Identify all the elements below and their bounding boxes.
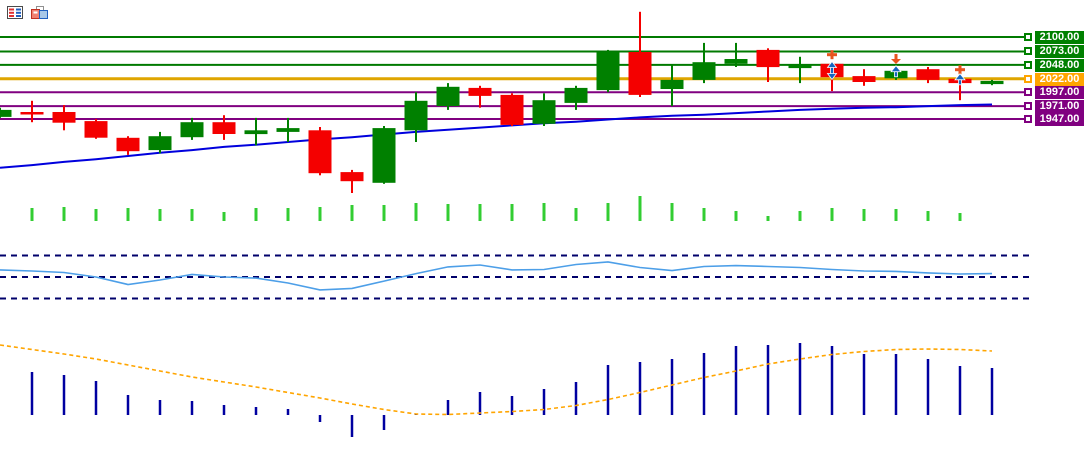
market-watch-icon[interactable] xyxy=(7,6,23,20)
oscillator-panel xyxy=(0,254,1033,300)
macd-panel xyxy=(0,343,994,437)
market-watch-icon-glyph xyxy=(7,6,23,19)
volume-panel xyxy=(30,196,962,221)
ma-line xyxy=(0,103,993,169)
toolbar xyxy=(7,6,49,20)
trade-markers xyxy=(826,50,966,86)
candles xyxy=(0,11,1004,193)
tile-windows-icon-glyph xyxy=(31,6,48,19)
tile-windows-icon[interactable] xyxy=(31,6,49,20)
